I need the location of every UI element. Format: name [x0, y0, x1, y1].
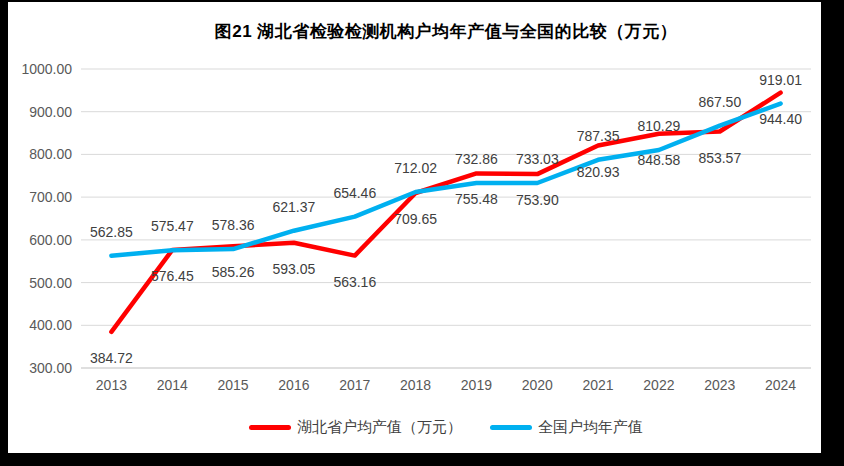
x-tick-label: 2015: [218, 377, 249, 393]
y-tick-label: 300.00: [29, 360, 72, 376]
data-label-series-1: 578.36: [212, 217, 255, 233]
x-tick-label: 2013: [96, 377, 127, 393]
y-tick-label: 500.00: [29, 275, 72, 291]
legend-label: 湖北省户均产值（万元）: [297, 418, 462, 437]
data-label-series-0: 820.93: [577, 164, 620, 180]
legend-label: 全国户均年产值: [538, 418, 643, 437]
data-label-series-1: 575.47: [151, 218, 194, 234]
y-tick-label: 700.00: [29, 189, 72, 205]
data-label-series-1: 712.02: [394, 160, 437, 176]
data-label-series-1: 787.35: [577, 128, 620, 144]
legend-swatch-icon: [490, 425, 532, 430]
y-tick-label: 900.00: [29, 104, 72, 120]
data-label-series-1: 621.37: [272, 199, 315, 215]
line-chart: 300.00 400.00 500.00 600.00 700.00 800.00 900.…: [8, 2, 821, 453]
data-label-series-1: 733.03: [516, 151, 559, 167]
x-tick-label: 2017: [339, 377, 370, 393]
chart-legend: 湖北省户均产值（万元） 全国户均年产值: [81, 418, 811, 437]
data-label-series-0: 576.45: [151, 268, 194, 284]
chart-title: 图21 湖北省检验检测机构户均年产值与全国的比较（万元）: [81, 20, 811, 43]
y-tick-label: 400.00: [29, 317, 72, 333]
data-label-series-0: 585.26: [212, 264, 255, 280]
data-label-series-0: 384.72: [90, 350, 133, 366]
data-label-series-1: 867.50: [698, 94, 741, 110]
chart-canvas: 300.00 400.00 500.00 600.00 700.00 800.00 900.…: [8, 2, 821, 453]
x-tick-label: 2020: [522, 377, 553, 393]
x-tick-label: 2018: [400, 377, 431, 393]
legend-item-0: 湖北省户均产值（万元）: [249, 418, 462, 437]
y-tick-label: 1000.00: [21, 61, 72, 77]
x-tick-label: 2022: [643, 377, 674, 393]
data-label-series-1: 810.29: [637, 118, 680, 134]
data-label-series-0: 848.58: [637, 152, 680, 168]
x-tick-label: 2016: [278, 377, 309, 393]
data-label-series-0: 593.05: [272, 261, 315, 277]
x-tick-label: 2021: [583, 377, 614, 393]
data-label-series-0: 563.16: [333, 274, 376, 290]
y-tick-label: 600.00: [29, 232, 72, 248]
data-label-series-0: 853.57: [698, 150, 741, 166]
screenshot-root: 300.00 400.00 500.00 600.00 700.00 800.00 900.…: [0, 0, 844, 466]
data-label-series-0: 753.90: [516, 192, 559, 208]
legend-swatch-icon: [249, 425, 291, 430]
legend-item-1: 全国户均年产值: [490, 418, 643, 437]
data-label-series-1: 562.85: [90, 224, 133, 240]
data-label-series-0: 709.65: [394, 211, 437, 227]
y-tick-label: 800.00: [29, 146, 72, 162]
data-label-series-1: 732.86: [455, 151, 498, 167]
data-label-series-1: 919.01: [759, 72, 802, 88]
data-label-series-0: 755.48: [455, 191, 498, 207]
x-tick-label: 2019: [461, 377, 492, 393]
data-label-series-0: 944.40: [759, 111, 802, 127]
x-tick-label: 2023: [704, 377, 735, 393]
data-label-series-1: 654.46: [333, 185, 376, 201]
x-tick-label: 2014: [157, 377, 188, 393]
x-tick-label: 2024: [765, 377, 796, 393]
